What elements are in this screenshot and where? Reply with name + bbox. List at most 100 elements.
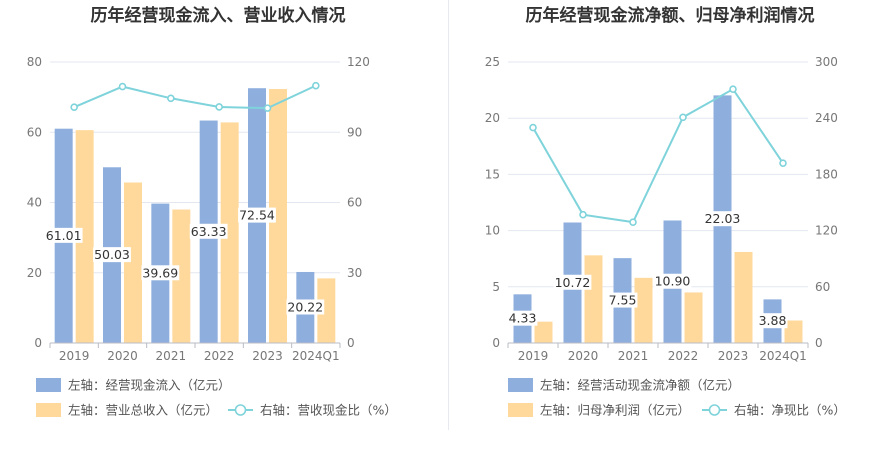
legend-label: 左轴：经营现金流入（亿元）: [68, 378, 231, 393]
left-axis-tick-label: 20: [27, 266, 42, 280]
left-axis-tick-label: 60: [27, 125, 42, 139]
legend-label: 左轴：营业总收入（亿元）: [68, 403, 218, 418]
x-axis-category-label: 2020: [107, 349, 138, 363]
ratio-point: [215, 103, 223, 111]
right-axis-tick-label: 120: [815, 224, 838, 238]
bar-data-label: 22.03: [705, 211, 741, 226]
x-axis-category-label: 2022: [668, 349, 699, 363]
right-axis-tick-label: 300: [815, 55, 838, 69]
legend-label: 左轴：经营活动现金流净额（亿元）: [540, 378, 740, 393]
x-axis-category-label: 2022: [204, 349, 235, 363]
right-axis-tick-label: 30: [347, 266, 362, 280]
legend-label: 右轴：净现比（%）: [734, 403, 846, 418]
bar-data-label: 10.90: [655, 274, 691, 289]
right-axis-tick-label: 180: [815, 167, 838, 181]
data-label-background: [44, 227, 83, 243]
data-label-background: [507, 310, 538, 326]
bar-secondary: [684, 292, 703, 343]
bar-secondary: [317, 278, 336, 343]
legend-line-marker: [708, 404, 721, 416]
ratio-point: [312, 81, 320, 90]
bar-secondary: [124, 182, 142, 343]
left-axis-tick-label: 40: [27, 196, 42, 210]
left-axis-tick-label: 10: [485, 224, 500, 238]
ratio-point: [679, 113, 687, 122]
right-axis-tick-label: 0: [347, 336, 355, 350]
bar-secondary: [75, 130, 94, 343]
ratio-point: [779, 159, 787, 167]
ratio-line: [73, 84, 317, 110]
left-axis-tick-label: 20: [485, 111, 500, 125]
net-cash-profit-chart: 历年经营现金流净额、归母净利润情况 4.33 10.72 7.55 10.90 22.0…: [485, 5, 846, 418]
bar-data-label: 39.69: [142, 265, 178, 280]
bar-data-label: 4.33: [509, 311, 537, 326]
data-label-background: [653, 273, 692, 289]
chart-title: 历年经营现金流入、营业收入情况: [91, 5, 346, 26]
data-label-background: [238, 207, 276, 223]
data-label-background: [141, 265, 180, 281]
bar-data-label: 20.22: [287, 299, 323, 314]
left-axis-tick-label: 0: [34, 336, 42, 350]
left-axis-tick-label: 0: [492, 336, 500, 350]
bar-data-label: 50.03: [94, 247, 130, 262]
panel-divider: [448, 0, 449, 430]
x-axis-category-label: 2021: [156, 349, 187, 363]
bar-data-label: 63.33: [191, 224, 227, 239]
x-axis-category-label: 2024Q1: [759, 349, 807, 363]
right-axis-tick-label: 0: [815, 336, 823, 350]
bar-secondary: [784, 320, 803, 343]
legend-swatch-primary: [36, 378, 61, 392]
ratio-point: [263, 104, 272, 112]
ratio-point: [118, 82, 127, 91]
right-axis-tick-label: 60: [347, 196, 362, 210]
chart-title: 历年经营现金流净额、归母净利润情况: [526, 5, 815, 26]
x-axis-category-label: 2019: [59, 349, 90, 363]
data-label-background: [93, 247, 131, 263]
bar-data-label: 72.54: [239, 208, 275, 223]
bar-secondary: [734, 251, 753, 343]
left-axis-tick-label: 5: [492, 280, 500, 294]
legend-swatch-primary: [508, 378, 533, 392]
bar-secondary: [584, 255, 603, 343]
data-label-background: [286, 299, 325, 315]
x-axis-category-label: 2019: [518, 349, 549, 363]
bar-data-label: 7.55: [609, 293, 637, 308]
legend-label: 右轴：营收现金比（%）: [260, 403, 397, 418]
ratio-point: [629, 218, 637, 226]
bar-secondary: [220, 122, 239, 343]
data-label-background: [189, 223, 228, 239]
right-axis-tick-label: 60: [815, 280, 830, 294]
legend-swatch-secondary: [36, 403, 61, 417]
bar-data-label: 61.01: [46, 228, 82, 243]
ratio-point: [729, 85, 737, 93]
left-axis-tick-label: 25: [485, 55, 500, 69]
legend-label: 左轴：归母净利润（亿元）: [540, 403, 690, 418]
x-axis-category-label: 2023: [718, 349, 749, 363]
bar-secondary: [269, 89, 287, 343]
right-axis-tick-label: 120: [347, 55, 370, 69]
cash-inflow-revenue-chart: 历年经营现金流入、营业收入情况 61.01 50.03 39.69 63.33 72.5…: [27, 5, 397, 418]
legend-swatch-secondary: [508, 403, 533, 417]
ratio-line: [532, 87, 784, 224]
x-axis-category-label: 2024Q1: [292, 349, 340, 363]
x-axis-category-label: 2020: [568, 349, 599, 363]
right-axis-tick-label: 240: [815, 111, 838, 125]
ratio-point: [167, 94, 175, 103]
data-label-background: [703, 211, 742, 227]
data-label-background: [757, 313, 788, 329]
bar-data-label: 3.88: [759, 313, 787, 328]
ratio-point: [529, 123, 537, 132]
ratio-point: [70, 103, 78, 111]
bar-secondary: [534, 321, 553, 343]
x-axis-category-label: 2021: [618, 349, 649, 363]
ratio-point: [579, 210, 587, 219]
right-axis-tick-label: 90: [347, 125, 362, 139]
bar-secondary: [634, 277, 653, 343]
data-label-background: [607, 292, 638, 308]
bar-secondary: [172, 209, 191, 343]
left-axis-tick-label: 80: [27, 55, 42, 69]
data-label-background: [553, 274, 592, 290]
x-axis-category-label: 2023: [252, 349, 283, 363]
legend-line-marker: [234, 404, 247, 416]
